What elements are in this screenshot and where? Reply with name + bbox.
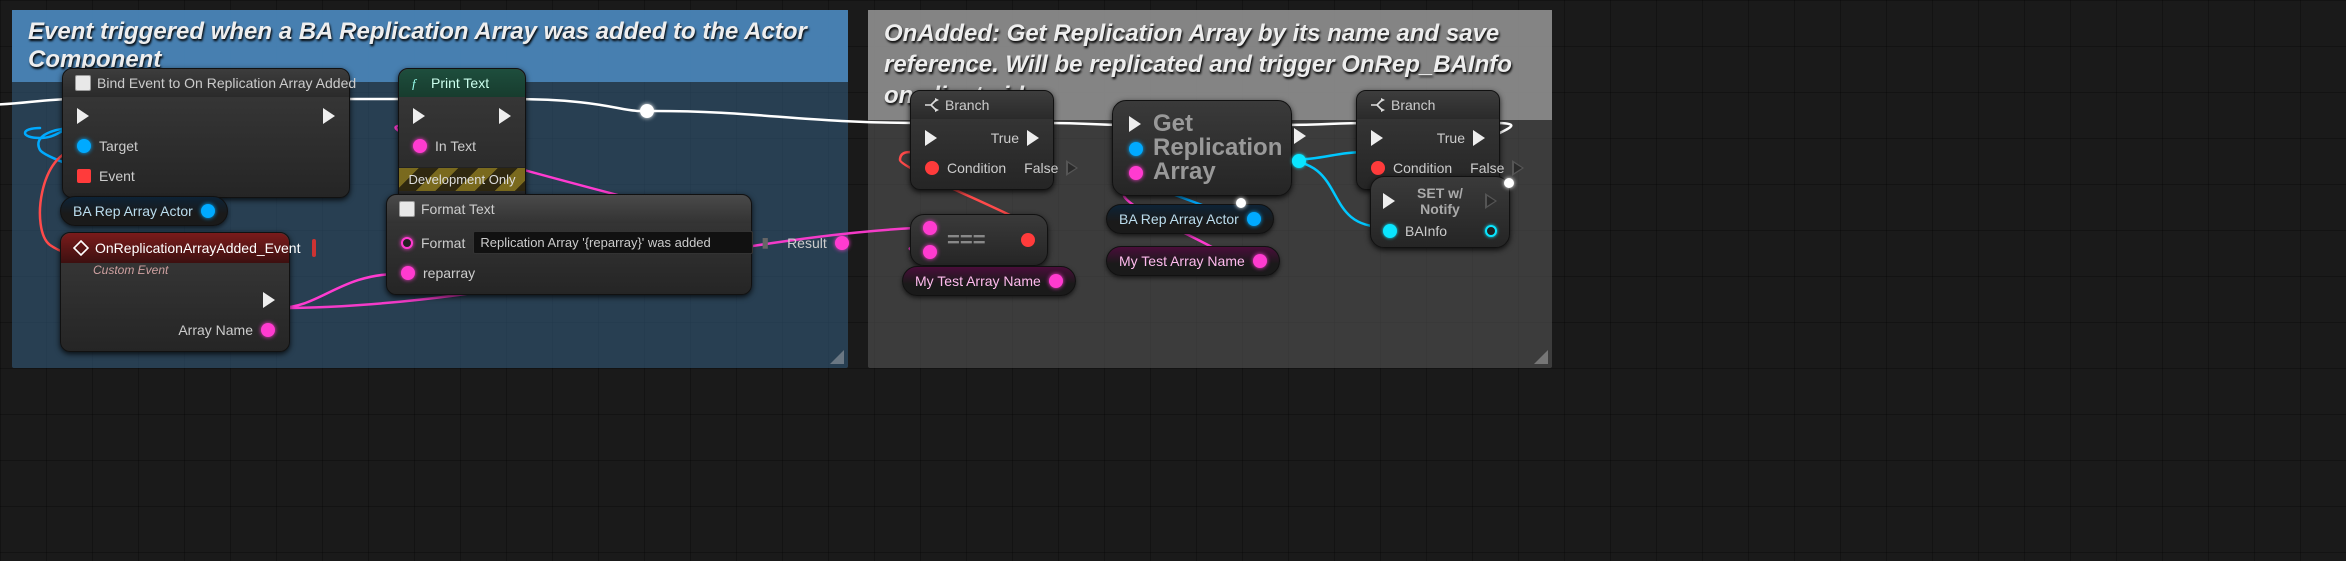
format-pin[interactable]: [401, 237, 413, 249]
variable-label: BA Rep Array Actor: [1119, 211, 1239, 227]
pin-label: True: [991, 130, 1019, 146]
svg-text:f: f: [412, 76, 418, 90]
branch-icon: [1369, 97, 1385, 113]
resize-handle-icon[interactable]: [1534, 350, 1548, 364]
pin-label: In Text: [435, 138, 476, 154]
node-header[interactable]: OnReplicationArrayAdded_Event: [61, 233, 289, 263]
localize-flag-icon[interactable]: ▮: [761, 234, 769, 251]
compact-title: SET w/ Notify: [1403, 185, 1477, 217]
pin-label: Event: [99, 168, 135, 184]
pin-label: reparray: [423, 265, 475, 281]
exec-true-pin[interactable]: [1027, 130, 1039, 146]
exec-in-pin[interactable]: [413, 108, 425, 124]
node-header[interactable]: Branch: [911, 91, 1053, 119]
node-bind-event[interactable]: Bind Event to On Replication Array Added…: [62, 68, 350, 198]
bainfo-out-pin[interactable]: [1485, 225, 1497, 237]
node-type-icon: [399, 201, 415, 217]
node-set-notify[interactable]: SET w/ Notify BAInfo: [1370, 176, 1510, 248]
variable-out-pin[interactable]: [1247, 212, 1261, 226]
node-custom-event[interactable]: OnReplicationArrayAdded_Event Custom Eve…: [60, 232, 290, 352]
pin-label: Target: [99, 138, 138, 154]
node-header[interactable]: Bind Event to On Replication Array Added: [63, 69, 349, 97]
variable-array-name-1[interactable]: My Test Array Name: [902, 266, 1076, 296]
equals-result-pin[interactable]: [1021, 233, 1035, 247]
exec-out-pin[interactable]: [499, 108, 511, 124]
exec-out-pin[interactable]: [263, 292, 275, 308]
exec-out-pin[interactable]: [323, 108, 335, 124]
node-header[interactable]: Format Text: [387, 195, 751, 223]
node-get-replication-array[interactable]: Get Replication Array: [1112, 100, 1292, 196]
event-pin[interactable]: [77, 169, 91, 183]
condition-pin[interactable]: [1371, 161, 1385, 175]
pin-label: Condition: [947, 160, 1006, 176]
exec-in-pin[interactable]: [1383, 193, 1395, 209]
equals-label: ===: [947, 227, 986, 253]
delegate-pin[interactable]: [312, 239, 316, 257]
function-icon: f: [411, 76, 425, 90]
resize-handle-icon[interactable]: [830, 350, 844, 364]
variable-actor-right[interactable]: BA Rep Array Actor: [1106, 204, 1274, 234]
node-branch-1[interactable]: Branch True Condition False: [910, 90, 1054, 190]
pin-label: Format: [421, 235, 465, 251]
pin-label: Condition: [1393, 160, 1452, 176]
pin-label: Array Name: [178, 322, 253, 338]
variable-actor-left[interactable]: BA Rep Array Actor: [60, 196, 228, 226]
exec-in-pin[interactable]: [1129, 116, 1141, 132]
pin-label: False: [1470, 160, 1504, 176]
reroute-node[interactable]: [1504, 178, 1514, 188]
exec-out-pin[interactable]: [1485, 193, 1497, 209]
node-title: Print Text: [431, 75, 489, 91]
node-title: Branch: [1391, 97, 1435, 113]
branch-icon: [923, 97, 939, 113]
format-input[interactable]: Replication Array '{reparray}' was added: [473, 231, 753, 254]
variable-label: BA Rep Array Actor: [73, 203, 193, 219]
node-title: Format Text: [421, 201, 495, 217]
equals-b-pin[interactable]: [923, 245, 937, 259]
node-print-text[interactable]: f Print Text In Text Development Only ⌄: [398, 68, 526, 213]
exec-in-pin[interactable]: [925, 130, 937, 146]
name-in-pin[interactable]: [1129, 166, 1143, 180]
variable-array-name-2[interactable]: My Test Array Name: [1106, 246, 1280, 276]
node-type-icon: [75, 75, 91, 91]
exec-false-pin[interactable]: [1512, 160, 1524, 176]
node-branch-2[interactable]: Branch True Condition False: [1356, 90, 1500, 190]
equals-a-pin[interactable]: [923, 221, 937, 235]
reparray-pin[interactable]: [401, 266, 415, 280]
variable-out-pin[interactable]: [201, 204, 215, 218]
node-title: Branch: [945, 97, 989, 113]
node-equals[interactable]: ===: [910, 214, 1048, 266]
reroute-node[interactable]: [1236, 198, 1246, 208]
target-pin[interactable]: [77, 139, 91, 153]
variable-out-pin[interactable]: [1049, 274, 1063, 288]
node-header[interactable]: Branch: [1357, 91, 1499, 119]
dev-only-banner: Development Only: [399, 167, 525, 191]
bainfo-in-pin[interactable]: [1383, 224, 1397, 238]
condition-pin[interactable]: [925, 161, 939, 175]
target-pin[interactable]: [1129, 142, 1143, 156]
result-pin[interactable]: [835, 236, 849, 250]
variable-label: My Test Array Name: [915, 273, 1041, 289]
exec-in-pin[interactable]: [1371, 130, 1383, 146]
in-text-pin[interactable]: [413, 139, 427, 153]
pin-label: False: [1024, 160, 1058, 176]
exec-out-pin[interactable]: [1294, 128, 1306, 144]
pin-label: Result: [787, 235, 827, 251]
exec-true-pin[interactable]: [1473, 130, 1485, 146]
event-icon: [73, 240, 89, 256]
array-name-pin[interactable]: [261, 323, 275, 337]
array-out-pin[interactable]: [1292, 154, 1306, 168]
node-title: OnReplicationArrayAdded_Event: [95, 240, 300, 256]
compact-title: Get Replication Array: [1153, 112, 1282, 184]
exec-false-pin[interactable]: [1066, 160, 1078, 176]
pin-label: True: [1437, 130, 1465, 146]
reroute-node[interactable]: [640, 104, 654, 118]
node-subtitle: Custom Event: [61, 263, 289, 281]
exec-in-pin[interactable]: [77, 108, 89, 124]
node-title: Bind Event to On Replication Array Added: [97, 75, 356, 91]
variable-out-pin[interactable]: [1253, 254, 1267, 268]
node-format-text[interactable]: Format Text Format Replication Array '{r…: [386, 194, 752, 295]
node-header[interactable]: f Print Text: [399, 69, 525, 97]
variable-label: My Test Array Name: [1119, 253, 1245, 269]
pin-label: BAInfo: [1405, 223, 1447, 239]
